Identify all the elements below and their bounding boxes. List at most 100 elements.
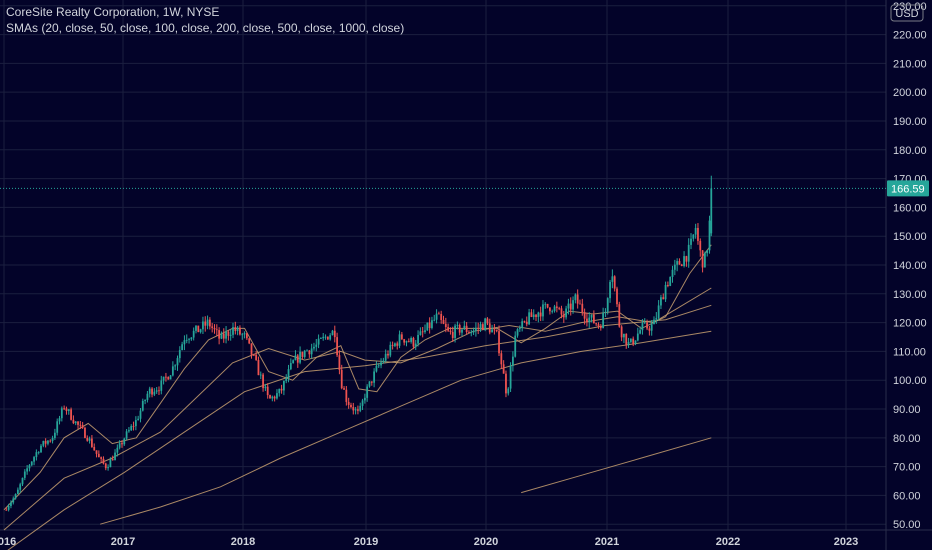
candle-down xyxy=(505,370,507,398)
candle-body xyxy=(199,329,202,333)
candle-down xyxy=(234,321,237,335)
candle-down xyxy=(558,306,561,311)
candle-up xyxy=(692,234,695,242)
candle-body xyxy=(673,264,676,270)
candle-down xyxy=(86,435,89,442)
candle-body xyxy=(634,340,637,345)
candle-up xyxy=(35,449,38,461)
candle-body xyxy=(294,355,297,361)
candle-body xyxy=(574,294,577,301)
candle-body xyxy=(14,494,17,499)
candle-body xyxy=(583,312,586,319)
candle-body xyxy=(144,399,147,401)
candle-body xyxy=(632,338,635,345)
candle-down xyxy=(248,338,251,345)
candle-body xyxy=(502,364,505,374)
candle-body xyxy=(567,303,570,309)
candle-up xyxy=(380,358,382,369)
candle-up xyxy=(639,326,642,335)
candle-up xyxy=(653,316,655,325)
candle-body xyxy=(444,323,447,328)
candle-body xyxy=(322,336,325,339)
candle-body xyxy=(359,405,362,411)
candle-up xyxy=(507,387,510,396)
candle-up xyxy=(368,381,371,388)
candle-body xyxy=(7,505,10,510)
candle-down xyxy=(5,507,8,511)
moving-averages xyxy=(3,244,712,550)
candle-up xyxy=(19,482,22,493)
candle-body xyxy=(636,333,639,341)
candle-body xyxy=(437,313,440,315)
candle-up xyxy=(21,477,24,487)
candle-up xyxy=(472,327,475,335)
candle-body xyxy=(21,477,24,485)
candle-body xyxy=(694,227,697,235)
candle-up xyxy=(306,349,308,352)
x-tick-label: 2023 xyxy=(834,536,858,548)
candle-body xyxy=(299,351,301,363)
candle-up xyxy=(588,312,591,328)
candle-body xyxy=(185,339,188,341)
candle-up xyxy=(141,398,144,412)
candle-down xyxy=(165,372,167,382)
candle-up xyxy=(470,329,473,337)
y-tick-label: 120.00 xyxy=(893,318,927,330)
candle-down xyxy=(468,330,470,333)
candle-body xyxy=(560,308,563,315)
candle-body xyxy=(84,427,86,438)
candle-body xyxy=(602,312,605,329)
candle-down xyxy=(197,325,200,333)
candle-body xyxy=(213,327,216,330)
last-price-badge xyxy=(887,180,929,197)
candle-up xyxy=(181,341,184,351)
candle-body xyxy=(468,331,470,333)
candle-down xyxy=(296,353,299,368)
candle-body xyxy=(400,334,403,340)
candle-up xyxy=(310,343,313,359)
candle-body xyxy=(398,334,401,346)
candle-body xyxy=(361,400,364,406)
candle-body xyxy=(195,325,197,331)
candle-body xyxy=(470,332,473,334)
candle-down xyxy=(440,310,443,324)
candle-down xyxy=(662,293,665,300)
currency-badge[interactable]: USD xyxy=(890,4,924,22)
candle-up xyxy=(361,398,364,411)
candle-down xyxy=(81,421,84,429)
candle-up xyxy=(602,307,605,329)
candle-up xyxy=(329,333,332,341)
candle-body xyxy=(363,397,366,401)
chart-legend: CoreSite Realty Corporation, 1W, NYSE SM… xyxy=(0,4,404,36)
candle-body xyxy=(243,333,246,335)
candle-body xyxy=(463,325,466,330)
candle-body xyxy=(308,350,311,355)
candle-body xyxy=(204,321,207,326)
candle-body xyxy=(306,350,308,352)
candle-body xyxy=(326,336,329,340)
candle-down xyxy=(269,394,271,399)
candle-down xyxy=(447,323,450,333)
candle-down xyxy=(370,381,373,386)
candle-body xyxy=(505,373,507,394)
candle-up xyxy=(373,368,376,388)
candle-body xyxy=(391,344,394,346)
candle-down xyxy=(648,325,651,336)
candle-body xyxy=(525,321,528,325)
y-tick-label: 160.00 xyxy=(893,202,927,214)
candle-down xyxy=(444,317,447,333)
candle-down xyxy=(208,317,211,330)
y-tick-label: 80.00 xyxy=(893,433,921,445)
candle-down xyxy=(91,435,93,448)
candle-up xyxy=(107,464,109,471)
candle-up xyxy=(26,465,29,475)
candle-down xyxy=(222,328,225,343)
candle-up xyxy=(14,493,17,500)
candle-body xyxy=(424,330,426,333)
candle-body xyxy=(604,311,607,313)
candle-down xyxy=(576,289,579,309)
candle-body xyxy=(433,319,436,321)
candle-body xyxy=(303,350,306,357)
